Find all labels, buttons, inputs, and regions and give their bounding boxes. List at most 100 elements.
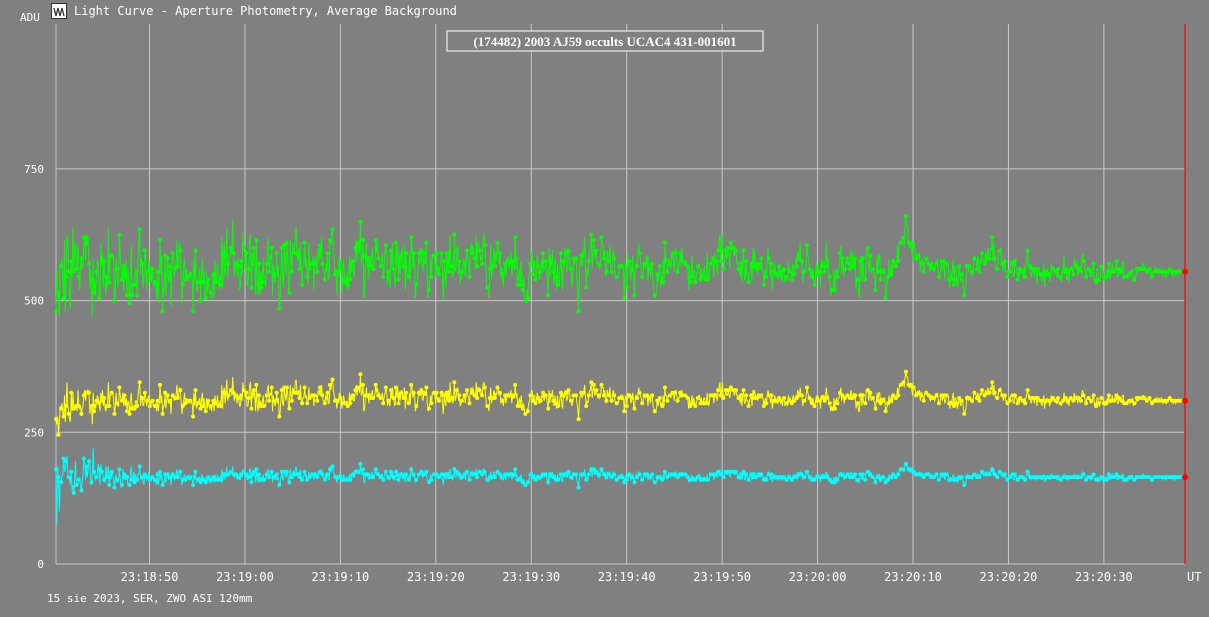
series-0-point	[203, 296, 208, 300]
series-2-point	[891, 472, 896, 477]
series-1-point	[1142, 396, 1147, 400]
x-tick-label: 23:19:40	[598, 570, 656, 584]
series-0-point	[609, 269, 614, 274]
series-1-point	[424, 385, 429, 390]
series-1-point	[706, 401, 710, 406]
series-2-point	[784, 477, 789, 482]
series-1-point	[409, 382, 414, 387]
x-tick-label: 23:19:00	[216, 570, 274, 584]
series-1-point	[140, 396, 145, 400]
series-0-point	[510, 259, 515, 264]
series-1-point	[546, 406, 551, 411]
series-1-point	[449, 396, 454, 400]
series-1-point	[419, 388, 424, 393]
series-1-point	[114, 401, 119, 406]
series-1-point	[1086, 396, 1091, 400]
series-2-point	[358, 461, 363, 466]
series-0-point	[381, 274, 386, 279]
series-0-point	[642, 261, 647, 266]
series-2-point	[401, 475, 406, 480]
series-2-point	[500, 475, 505, 480]
series-0-point	[231, 251, 236, 256]
series-0-point	[361, 238, 365, 242]
series-2-point	[1106, 472, 1111, 477]
series-2-point	[135, 477, 140, 482]
series-1-point	[239, 393, 244, 398]
series-1-point	[452, 380, 457, 385]
series-0-point	[135, 293, 140, 298]
series-1-point	[64, 404, 69, 408]
series-2-point	[409, 467, 414, 472]
y-tick-label: 500	[24, 295, 44, 308]
series-1-point	[584, 404, 589, 408]
series-0-point	[487, 267, 492, 271]
series-0-point	[264, 261, 269, 266]
series-2-point	[257, 472, 261, 477]
series-1-point	[132, 406, 137, 411]
series-2-point	[754, 475, 759, 480]
series-1-point	[251, 388, 256, 393]
series-1-point	[510, 393, 515, 398]
series-2-point	[789, 477, 794, 482]
y-tick-label: 750	[24, 163, 44, 176]
series-2-point	[81, 456, 86, 461]
series-2-point	[840, 472, 845, 477]
series-2-point	[969, 475, 974, 480]
series-0-point	[645, 256, 650, 261]
series-1-point	[61, 414, 66, 419]
series-1-point	[523, 411, 528, 416]
series-1-point	[1119, 398, 1124, 403]
series-1-point	[213, 401, 218, 406]
series-1-point	[492, 396, 497, 400]
series-1-point	[249, 406, 254, 411]
series-1-point	[640, 401, 645, 406]
series-1-point	[838, 390, 842, 395]
series-2-point	[1007, 475, 1012, 480]
series-2-point	[71, 490, 76, 495]
series-1-point	[170, 393, 175, 398]
series-0-point	[1007, 269, 1012, 274]
series-0-point	[97, 296, 102, 300]
series-2-point	[421, 472, 426, 477]
series-0-point	[525, 296, 530, 300]
series-1-point	[56, 432, 61, 437]
series-0-point	[977, 269, 982, 274]
series-2-point	[934, 472, 939, 477]
series-1-point	[168, 398, 173, 403]
series-0-point	[244, 251, 249, 256]
series-1-point	[411, 390, 416, 395]
series-0-point	[1117, 267, 1121, 271]
series-0-point	[198, 298, 203, 303]
series-0-point	[69, 259, 74, 264]
series-1-point	[622, 409, 627, 414]
series-2-point	[99, 469, 104, 474]
series-2-point	[863, 477, 868, 482]
series-2-point	[1089, 475, 1094, 480]
series-2-point	[480, 472, 485, 477]
series-1-point	[262, 404, 266, 408]
series-1-point	[525, 409, 530, 414]
series-2-point	[160, 483, 165, 487]
series-0-point	[317, 243, 322, 248]
series-0-point	[180, 282, 185, 287]
series-0-point	[860, 256, 865, 261]
series-1-point	[972, 390, 977, 395]
series-0-point	[969, 269, 974, 274]
series-2-point	[170, 472, 175, 477]
series-2-point	[74, 483, 79, 487]
series-1-point	[416, 390, 421, 395]
series-0-point	[416, 251, 421, 256]
series-0-point	[421, 251, 426, 256]
series-2-point	[523, 483, 528, 487]
series-2-point	[297, 475, 302, 480]
series-1-point	[315, 398, 320, 403]
series-1-point	[1106, 393, 1111, 398]
series-0-point	[482, 243, 487, 248]
series-0-point	[1142, 267, 1147, 271]
series-2-point	[835, 477, 840, 482]
series-0-point	[109, 253, 114, 258]
series-1-point	[158, 382, 162, 387]
series-1-point	[695, 396, 700, 400]
series-1-point	[439, 390, 444, 395]
